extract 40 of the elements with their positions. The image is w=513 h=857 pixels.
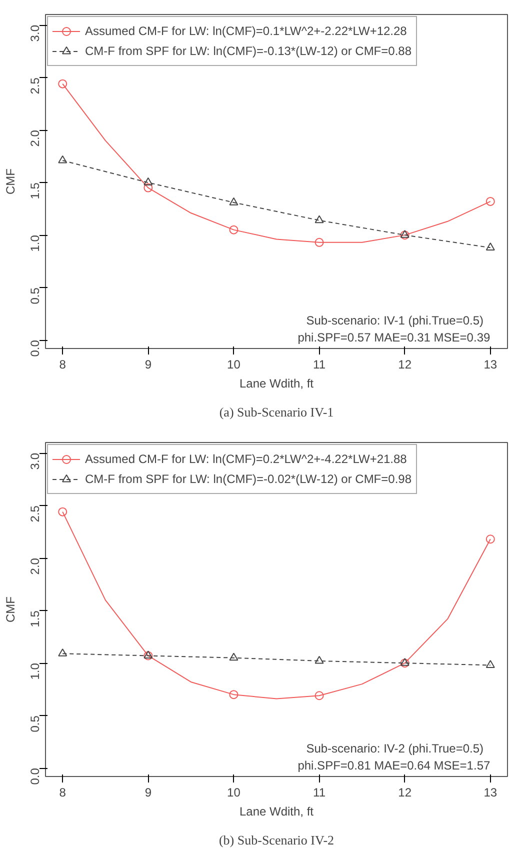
x-tick-label: 9 [144, 786, 152, 800]
y-tick-label: 3.0 [28, 452, 42, 470]
y-tick-label: 2.0 [28, 558, 42, 575]
x-tick-label: 9 [144, 358, 152, 372]
y-tick-label: 0.0 [28, 340, 42, 357]
x-tick-label: 10 [227, 786, 241, 800]
y-tick-label: 0.5 [28, 715, 42, 732]
y-axis-title: CMF [4, 168, 18, 194]
y-tick-label: 1.5 [28, 182, 42, 200]
legend-label: CM-F from SPF for LW: ln(CMF)=-0.13*(LW-12) or CMF=0.88 [85, 44, 412, 58]
annotation: Sub-scenario: IV-2 (phi.True=0.5) [306, 742, 484, 756]
x-tick-label: 8 [59, 786, 66, 800]
text: (b) Sub-Scenario IV-2 [218, 832, 334, 848]
y-tick-label: 0.5 [28, 287, 42, 304]
x-tick-label: 12 [398, 358, 412, 372]
x-tick-label: 10 [227, 358, 241, 372]
y-tick-label: 1.0 [28, 234, 42, 252]
x-tick-label: 11 [313, 786, 326, 800]
y-tick-label: 1.0 [28, 662, 42, 680]
y-tick-label: 3.0 [28, 24, 42, 42]
legend-label: Assumed CM-F for LW: ln(CMF)=0.1*LW^2+-2.22*LW+12.28 [85, 24, 407, 38]
legend-label: Assumed CM-F for LW: ln(CMF)=0.2*LW^2+-4.22*LW+21.88 [85, 452, 407, 466]
x-tick-label: 12 [398, 786, 412, 800]
y-tick-label: 1.5 [28, 610, 42, 628]
y-tick-label: 2.5 [28, 505, 42, 522]
x-tick-label: 8 [59, 358, 66, 372]
legend-label: CM-F from SPF for LW: ln(CMF)=-0.02*(LW-12) or CMF=0.98 [85, 472, 412, 486]
annotation: Sub-scenario: IV-1 (phi.True=0.5) [306, 314, 484, 328]
y-tick-label: 0.0 [28, 768, 42, 785]
x-tick-label: 13 [484, 786, 498, 800]
y-axis-title: CMF [4, 596, 18, 622]
text: (a) Sub-Scenario IV-1 [219, 404, 334, 420]
x-tick-label: 13 [484, 358, 498, 372]
y-tick-label: 2.5 [28, 77, 42, 94]
x-tick-label: 11 [313, 358, 326, 372]
y-tick-label: 2.0 [28, 130, 42, 147]
annotation: phi.SPF=0.57 MAE=0.31 MSE=0.39 [298, 330, 490, 344]
x-axis-title: Lane Wdith, ft [239, 376, 314, 390]
x-axis-title: Lane Wdith, ft [239, 804, 314, 818]
annotation: phi.SPF=0.81 MAE=0.64 MSE=1.57 [298, 758, 490, 772]
